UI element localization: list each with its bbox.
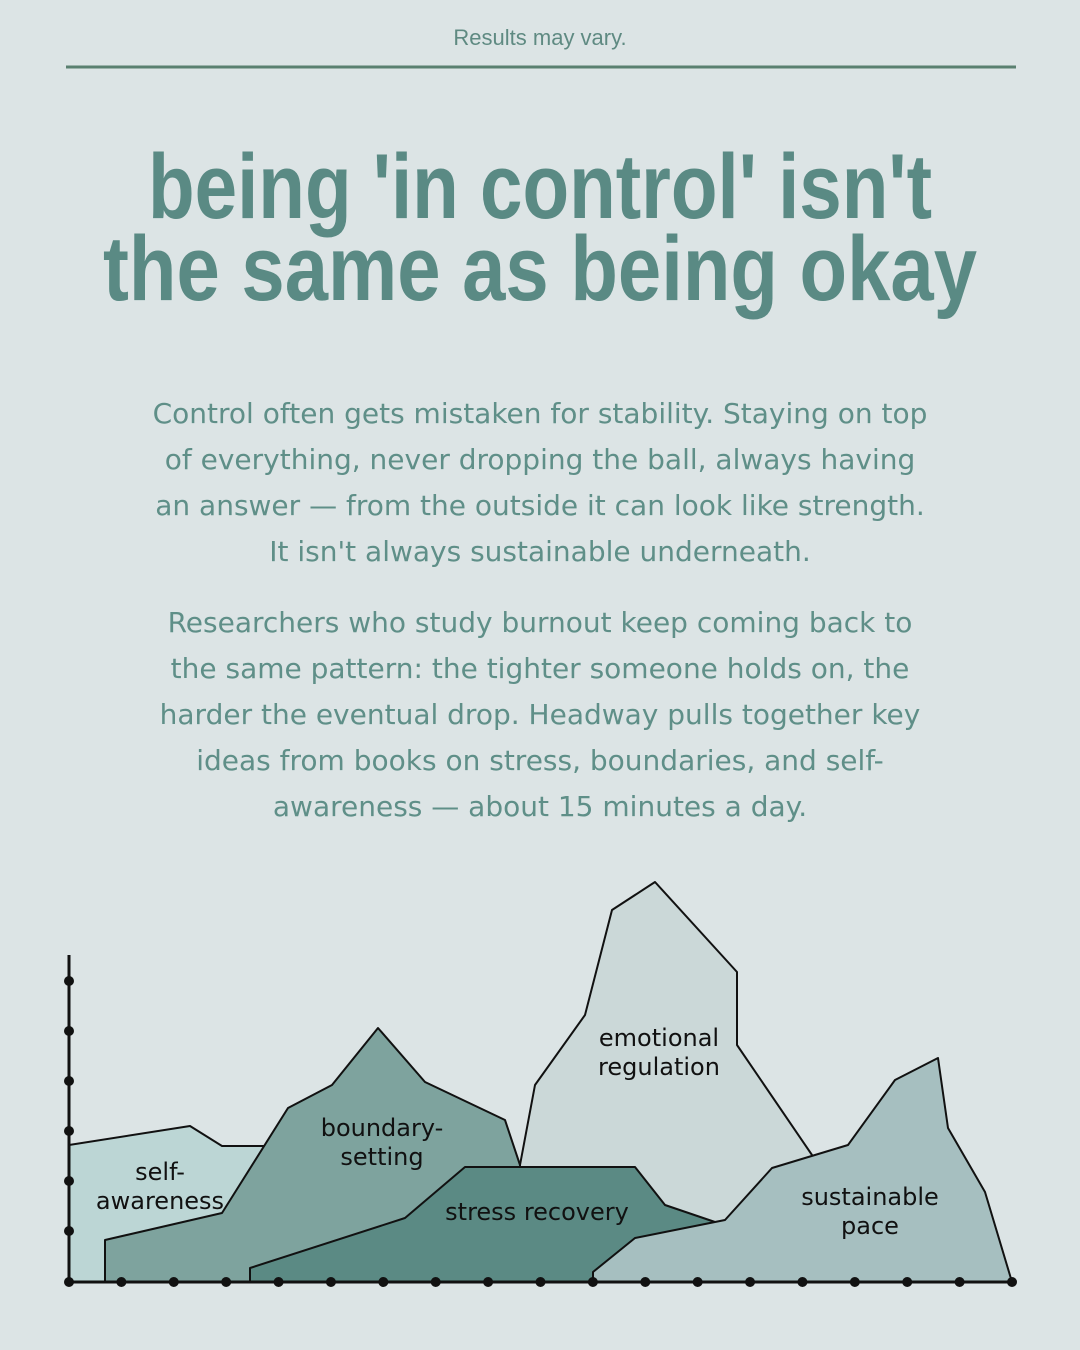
axis-dot — [640, 1277, 651, 1287]
axis-dot — [902, 1277, 913, 1287]
paragraph-line: harder the eventual drop. Headway pulls … — [160, 698, 921, 731]
illustration: self-awareness boundary-setting emotionalr… — [64, 881, 1017, 1287]
axis-dot — [64, 1226, 74, 1236]
axis-dot — [221, 1277, 232, 1287]
axis-dot — [64, 1076, 74, 1086]
axis-dot — [745, 1277, 756, 1287]
mountain-label: sustainable — [801, 1183, 939, 1211]
axis-dots — [64, 976, 1017, 1287]
mountain-label: emotional — [599, 1024, 719, 1052]
axis-dot — [797, 1277, 808, 1287]
axis-dot — [325, 1277, 336, 1287]
paragraph-line: an answer — from the outside it can look… — [155, 489, 925, 522]
paragraph-line: awareness — about 15 minutes a day. — [273, 790, 807, 823]
axis-dot — [64, 1176, 74, 1186]
paragraph-line: Researchers who study burnout keep comin… — [168, 606, 913, 639]
mountain-label: self- — [135, 1158, 185, 1186]
title-line: the same as being okay — [103, 218, 977, 320]
axis-dot — [64, 1277, 74, 1287]
axis-dot — [64, 976, 74, 986]
paragraph-line: of everything, never dropping the ball, … — [165, 443, 916, 476]
axis-dot — [483, 1277, 494, 1287]
axis-dot — [64, 1026, 74, 1036]
axis-dot — [168, 1277, 179, 1287]
axis-dot — [692, 1277, 703, 1287]
paragraph-line: ideas from books on stress, boundaries, … — [196, 744, 884, 777]
axis-dot — [954, 1277, 965, 1287]
mountain-label: pace — [841, 1212, 899, 1240]
paragraph-line: Control often gets mistaken for stabilit… — [153, 397, 928, 430]
axis-dot — [535, 1277, 546, 1287]
axis-dot — [64, 1126, 74, 1136]
axis-dot — [273, 1277, 284, 1287]
paragraph-line: It isn't always sustainable underneath. — [269, 535, 811, 568]
mountain — [592, 1057, 1013, 1283]
mountain-label: regulation — [598, 1053, 720, 1081]
axis-dot — [378, 1277, 389, 1287]
paragraph-line: the same pattern: the tighter someone ho… — [171, 652, 910, 685]
axis-dot — [849, 1277, 860, 1287]
mountain-label: boundary- — [321, 1114, 444, 1142]
mountain-label: setting — [340, 1143, 423, 1171]
axis-dot — [1007, 1277, 1017, 1287]
mountain-label: awareness — [96, 1187, 224, 1215]
title-line: being 'in control' isn't — [148, 136, 932, 238]
axis-dot — [116, 1277, 127, 1287]
mountain-label: stress recovery — [445, 1198, 629, 1226]
axis-dot — [430, 1277, 441, 1287]
axis-dot — [587, 1277, 598, 1287]
header-note: Results may vary. — [453, 25, 626, 50]
